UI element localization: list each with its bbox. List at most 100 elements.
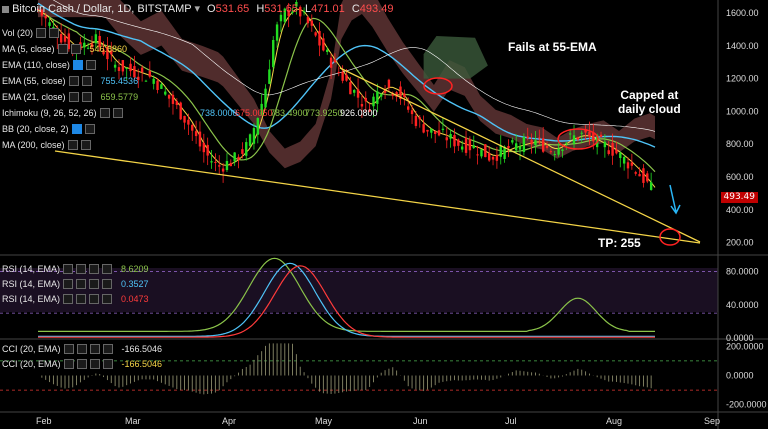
indicator-row[interactable]: MA (200, close) xyxy=(2,138,91,151)
ichimoku-value: 738.0000 xyxy=(200,107,238,118)
candle-body xyxy=(160,84,163,89)
indicator-row[interactable]: EMA (110, close) xyxy=(2,58,96,71)
candle-body xyxy=(318,30,321,46)
rsi-tick-label: 40.0000 xyxy=(726,300,759,310)
settings-icon[interactable] xyxy=(89,293,100,304)
candle-body xyxy=(391,93,394,96)
settings-icon[interactable] xyxy=(81,75,92,86)
candle-body xyxy=(218,165,221,167)
candle-body xyxy=(63,36,67,42)
settings-icon[interactable] xyxy=(102,293,113,304)
cci-row[interactable]: CCI (20, EMA) -166.5046 xyxy=(2,357,162,370)
rsi-label: RSI (14, EMA) xyxy=(2,263,61,274)
settings-icon[interactable] xyxy=(63,343,74,354)
eye-icon[interactable] xyxy=(36,27,47,38)
candle-body xyxy=(67,33,71,50)
candle-body xyxy=(129,63,132,72)
candle-body xyxy=(576,137,580,140)
settings-icon[interactable] xyxy=(102,358,113,369)
settings-icon[interactable] xyxy=(81,91,92,102)
candle-body xyxy=(345,74,348,81)
close-value: 493.49 xyxy=(359,3,394,15)
settings-icon[interactable] xyxy=(63,358,74,369)
settings-icon[interactable] xyxy=(89,358,100,369)
candle-body xyxy=(268,69,271,84)
settings-icon[interactable] xyxy=(49,27,60,38)
candle-body xyxy=(291,11,294,13)
eye-icon[interactable] xyxy=(72,59,83,70)
cci-tick-label: 0.0000 xyxy=(726,371,754,381)
settings-icon[interactable] xyxy=(70,43,81,54)
annotation-capped: Capped at daily cloud xyxy=(618,88,681,116)
candle-body xyxy=(441,128,445,130)
candle-body xyxy=(376,91,379,104)
symbol-icon[interactable] xyxy=(2,5,9,13)
candle-body xyxy=(183,115,186,123)
settings-icon[interactable] xyxy=(84,123,95,134)
time-tick-label: Aug xyxy=(606,416,622,426)
rsi-value: 0.0473 xyxy=(121,293,149,304)
settings-icon[interactable] xyxy=(76,358,87,369)
candle-body xyxy=(225,160,229,171)
rsi-line-red xyxy=(38,265,655,338)
candle-body xyxy=(499,145,502,157)
settings-icon[interactable] xyxy=(76,293,87,304)
cci-row[interactable]: CCI (20, EMA) -166.5046 xyxy=(2,342,162,355)
candle-body xyxy=(495,155,499,161)
candle-body xyxy=(264,88,267,108)
candle-body xyxy=(380,94,383,97)
candle-body xyxy=(472,145,475,148)
rsi-row[interactable]: RSI (14, EMA) 0.0473 xyxy=(2,292,149,305)
settings-icon[interactable] xyxy=(89,263,100,274)
cci-value: -166.5046 xyxy=(121,343,163,354)
candle-body xyxy=(480,149,483,157)
settings-icon[interactable] xyxy=(76,278,87,289)
time-tick-label: Apr xyxy=(222,416,236,426)
target-circle xyxy=(659,228,681,246)
candle-body xyxy=(140,67,144,73)
candle-body xyxy=(588,132,591,137)
indicator-row[interactable]: MA (5, close) 546.6860 xyxy=(2,42,127,55)
settings-icon[interactable] xyxy=(63,293,74,304)
indicator-row[interactable]: Vol (20) xyxy=(2,26,60,39)
rsi-label: RSI (14, EMA) xyxy=(2,278,61,289)
candle-body xyxy=(464,137,468,153)
rsi-row[interactable]: RSI (14, EMA) 8.6209 xyxy=(2,262,149,275)
settings-icon[interactable] xyxy=(76,263,87,274)
candle-body xyxy=(476,154,479,156)
settings-icon[interactable] xyxy=(80,139,91,150)
indicator-row[interactable]: BB (20, close, 2) xyxy=(2,122,95,135)
chevron-down-icon[interactable]: ▾ xyxy=(194,3,200,15)
arrow-head xyxy=(670,204,681,215)
indicator-value: 546.6860 xyxy=(89,43,128,54)
price-tick-label: 1400.00 xyxy=(726,41,759,51)
candle-body xyxy=(113,64,117,68)
eye-icon[interactable] xyxy=(57,43,68,54)
eye-icon[interactable] xyxy=(71,123,82,134)
low-label: L xyxy=(305,3,312,15)
settings-icon[interactable] xyxy=(102,263,113,274)
indicator-row[interactable]: EMA (21, close) 659.5779 xyxy=(2,90,138,103)
symbol-title[interactable]: Bitcoin Cash / Dollar, 1D, BITSTAMP xyxy=(12,3,192,15)
settings-icon[interactable] xyxy=(76,343,87,354)
candle-body xyxy=(179,102,182,120)
eye-icon[interactable] xyxy=(68,91,79,102)
settings-icon[interactable] xyxy=(102,278,113,289)
settings-icon[interactable] xyxy=(63,263,74,274)
eye-icon[interactable] xyxy=(68,75,79,86)
candle-body xyxy=(329,57,333,68)
indicator-row[interactable]: Ichimoku (9, 26, 52, 26) xyxy=(2,106,123,119)
settings-icon[interactable] xyxy=(89,278,100,289)
candle-body xyxy=(410,110,414,115)
indicator-row[interactable]: EMA (55, close) 755.4536 xyxy=(2,74,138,87)
settings-icon[interactable] xyxy=(85,59,96,70)
settings-icon[interactable] xyxy=(102,343,113,354)
settings-icon[interactable] xyxy=(89,343,100,354)
candle-body xyxy=(649,182,653,190)
settings-icon[interactable] xyxy=(112,107,123,118)
eye-icon[interactable] xyxy=(99,107,110,118)
rsi-row[interactable]: RSI (14, EMA) 0.3527 xyxy=(2,277,149,290)
eye-icon[interactable] xyxy=(67,139,78,150)
settings-icon[interactable] xyxy=(63,278,74,289)
